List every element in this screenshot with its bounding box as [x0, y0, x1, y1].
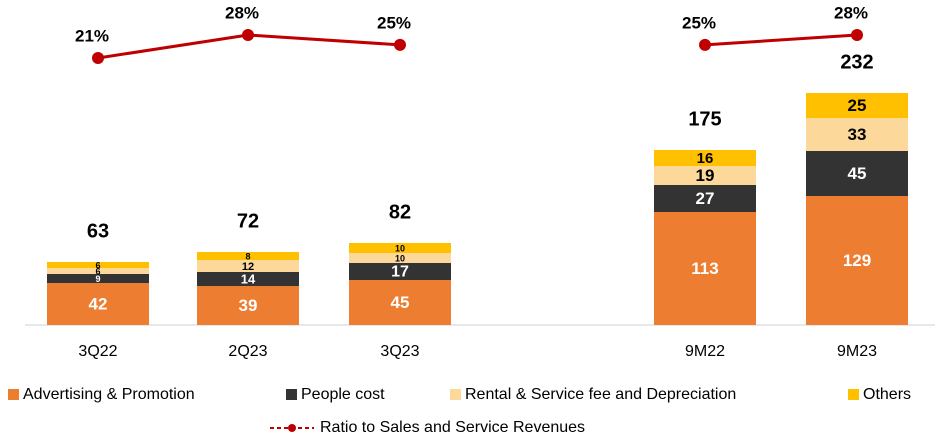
x-tick-label: 9M23: [837, 343, 877, 360]
ratio-marker: [851, 29, 863, 41]
segment-label: 10: [395, 243, 405, 253]
segment-label: 12: [242, 261, 254, 273]
ratio-label: 28%: [834, 3, 868, 22]
ratio-label: 28%: [225, 3, 259, 22]
x-tick-label: 3Q23: [380, 343, 419, 360]
segment-label: 129: [843, 251, 871, 270]
legend-label: Rental & Service fee and Depreciation: [465, 386, 736, 403]
segment-label: 9: [95, 274, 100, 284]
legend-label: Advertising & Promotion: [23, 386, 195, 403]
bar-segment: [806, 93, 908, 118]
segment-label: 6: [95, 266, 100, 276]
segment-label: 45: [848, 164, 867, 183]
bar-segment: [197, 252, 299, 260]
legend-swatch: [286, 389, 297, 400]
legend-swatch: [450, 389, 461, 400]
ratio-marker: [394, 38, 406, 51]
total-label: 232: [840, 51, 873, 73]
bar-segment: [349, 253, 451, 263]
segment-label: 42: [89, 294, 108, 313]
bar-segment: [47, 274, 149, 283]
segment-label: 19: [696, 166, 715, 185]
segment-label: 27: [696, 189, 715, 208]
ratio-label: 25%: [377, 13, 411, 32]
bar-segment: [806, 151, 908, 196]
legend-marker: [288, 424, 296, 432]
legend-label: People cost: [301, 386, 385, 403]
ratio-line: [704, 33, 858, 47]
legend-swatch: [848, 389, 859, 400]
total-label: 63: [87, 220, 109, 242]
ratio-marker: [242, 29, 254, 41]
segment-label: 25: [848, 96, 867, 115]
ratio-marker: [699, 38, 711, 51]
bar-segment: [47, 268, 149, 274]
bar-segment: [654, 166, 756, 185]
bar-segment: [197, 260, 299, 272]
ratio-label: 25%: [682, 13, 716, 32]
total-label: 175: [688, 108, 721, 130]
legend-label: Ratio to Sales and Service Revenues: [320, 419, 585, 436]
bar-segment: [197, 272, 299, 286]
bar-segment: [349, 263, 451, 280]
segment-label: 6: [95, 260, 100, 270]
bar-segment: [47, 283, 149, 325]
bar-segment: [197, 286, 299, 325]
segment-label: 8: [245, 251, 250, 261]
segment-label: 17: [391, 264, 409, 281]
bar-segment: [47, 262, 149, 268]
segment-label: 16: [697, 150, 714, 167]
total-label: 82: [389, 201, 411, 223]
bar-segment: [654, 150, 756, 166]
bar-segment: [349, 280, 451, 325]
segment-label: 45: [391, 293, 410, 312]
x-tick-label: 2Q23: [228, 343, 267, 360]
bar-segment: [654, 212, 756, 325]
segment-label: 113: [691, 259, 718, 278]
segment-label: 39: [239, 296, 258, 315]
total-label: 72: [237, 210, 259, 232]
bar-segment: [349, 243, 451, 253]
x-tick-label: 3Q22: [78, 343, 117, 360]
segment-label: 33: [848, 125, 867, 144]
x-tick-label: 9M22: [685, 343, 725, 360]
legend-label: Others: [863, 386, 911, 403]
segment-label: 10: [395, 253, 405, 263]
ratio-marker: [92, 52, 104, 64]
ratio-label: 21%: [75, 26, 109, 45]
bar-segment: [654, 185, 756, 212]
segment-label: 14: [241, 271, 256, 286]
bar-segment: [806, 196, 908, 325]
legend-swatch: [8, 389, 19, 400]
bar-segment: [806, 118, 908, 151]
